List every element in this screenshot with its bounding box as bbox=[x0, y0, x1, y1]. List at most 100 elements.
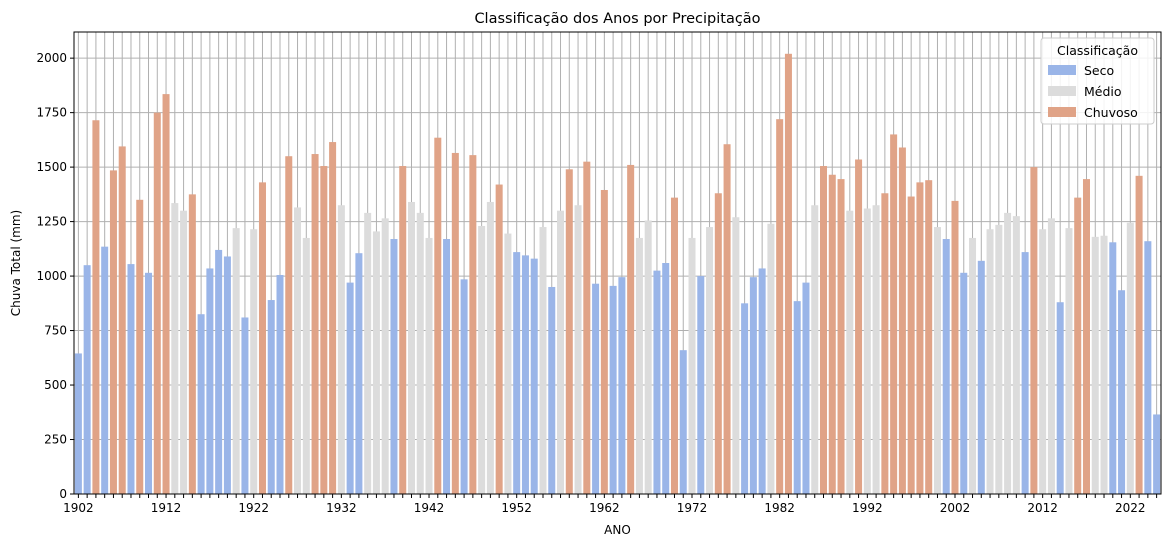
y-axis-title: Chuva Total (mm) bbox=[9, 210, 23, 316]
bar bbox=[890, 134, 898, 494]
bar bbox=[995, 224, 1003, 494]
bar bbox=[907, 196, 915, 494]
legend-entries: Seco Médio Chuvoso bbox=[1048, 63, 1138, 120]
bar bbox=[329, 142, 337, 494]
bar bbox=[206, 268, 214, 494]
bar bbox=[819, 166, 828, 494]
bar bbox=[294, 207, 302, 494]
bar bbox=[776, 119, 784, 495]
bar bbox=[127, 264, 135, 494]
bar bbox=[188, 194, 196, 495]
bar bbox=[101, 246, 109, 494]
bar bbox=[592, 283, 600, 494]
bar bbox=[285, 156, 293, 494]
x-tick-label: 1902 bbox=[63, 501, 94, 515]
bar bbox=[1135, 175, 1143, 494]
legend-label: Médio bbox=[1084, 84, 1122, 99]
bar bbox=[118, 146, 126, 494]
bar bbox=[320, 166, 328, 494]
bar bbox=[381, 218, 389, 494]
bar bbox=[197, 314, 205, 494]
bar bbox=[784, 53, 792, 495]
bar bbox=[574, 205, 582, 494]
bar bbox=[1030, 167, 1038, 494]
y-tick-label: 250 bbox=[44, 433, 67, 447]
x-tick-label: 1932 bbox=[326, 501, 357, 515]
bar bbox=[478, 225, 486, 495]
bar bbox=[443, 239, 451, 494]
y-tick-label: 750 bbox=[44, 324, 67, 338]
bar bbox=[635, 237, 643, 495]
bar bbox=[1065, 228, 1073, 494]
bar bbox=[548, 286, 556, 494]
bar bbox=[469, 155, 477, 494]
bar bbox=[732, 217, 740, 495]
bar bbox=[407, 201, 416, 494]
bar bbox=[1144, 241, 1152, 494]
bar bbox=[767, 223, 775, 494]
bar bbox=[425, 237, 433, 495]
bar bbox=[872, 205, 880, 494]
bar bbox=[1012, 216, 1020, 494]
bar bbox=[846, 210, 854, 494]
bar bbox=[504, 233, 512, 494]
x-tick-label: 1912 bbox=[151, 501, 182, 515]
y-tick-label: 1500 bbox=[36, 160, 67, 174]
bar bbox=[153, 112, 161, 494]
bar bbox=[697, 276, 705, 494]
y-tick-label: 0 bbox=[59, 487, 67, 501]
bar bbox=[1153, 414, 1161, 494]
bar bbox=[451, 152, 459, 494]
bar bbox=[162, 94, 170, 494]
bar bbox=[232, 228, 240, 494]
bar-layer bbox=[74, 53, 1161, 495]
bar bbox=[881, 193, 889, 494]
legend-title: Classificação bbox=[1057, 43, 1138, 58]
bar bbox=[223, 256, 231, 494]
chart-title: Classificação dos Anos por Precipitação bbox=[474, 11, 760, 27]
bar bbox=[109, 170, 117, 494]
bar bbox=[311, 154, 319, 495]
bar bbox=[565, 169, 573, 494]
bar bbox=[802, 282, 810, 494]
bar bbox=[969, 237, 977, 495]
bar bbox=[811, 205, 819, 494]
bar bbox=[1039, 229, 1047, 495]
bar bbox=[530, 258, 538, 494]
bar bbox=[364, 212, 372, 494]
bar bbox=[714, 193, 722, 494]
x-tick-label: 2012 bbox=[1027, 501, 1058, 515]
x-tick-label: 1982 bbox=[764, 501, 795, 515]
bar bbox=[1091, 236, 1099, 494]
bar bbox=[723, 144, 731, 494]
bar bbox=[302, 237, 310, 495]
y-tick-label: 1000 bbox=[36, 269, 67, 283]
bar bbox=[986, 229, 994, 495]
axis-layer: 0 250 500 750 1000 1250 1500 1750 2000 1902 1912 19… bbox=[36, 51, 1158, 515]
bar bbox=[898, 147, 906, 494]
bar bbox=[180, 210, 188, 494]
legend-swatch bbox=[1048, 107, 1076, 117]
bar bbox=[793, 301, 801, 494]
bar bbox=[399, 166, 407, 494]
bar bbox=[74, 353, 82, 494]
bar bbox=[855, 159, 863, 495]
x-tick-label: 1952 bbox=[501, 501, 532, 515]
bar bbox=[951, 200, 959, 494]
bar bbox=[355, 253, 363, 494]
bar bbox=[1074, 197, 1082, 495]
bar bbox=[679, 350, 687, 494]
x-tick-label: 1942 bbox=[414, 501, 445, 515]
legend-label: Chuvoso bbox=[1084, 105, 1138, 120]
bar bbox=[688, 237, 696, 495]
bar bbox=[521, 255, 529, 494]
bar bbox=[828, 174, 836, 494]
x-axis-title: ANO bbox=[604, 523, 631, 537]
bar bbox=[933, 227, 941, 494]
bar bbox=[1004, 212, 1012, 494]
legend-swatch bbox=[1048, 65, 1076, 75]
bar bbox=[258, 182, 266, 494]
bar bbox=[416, 212, 424, 494]
